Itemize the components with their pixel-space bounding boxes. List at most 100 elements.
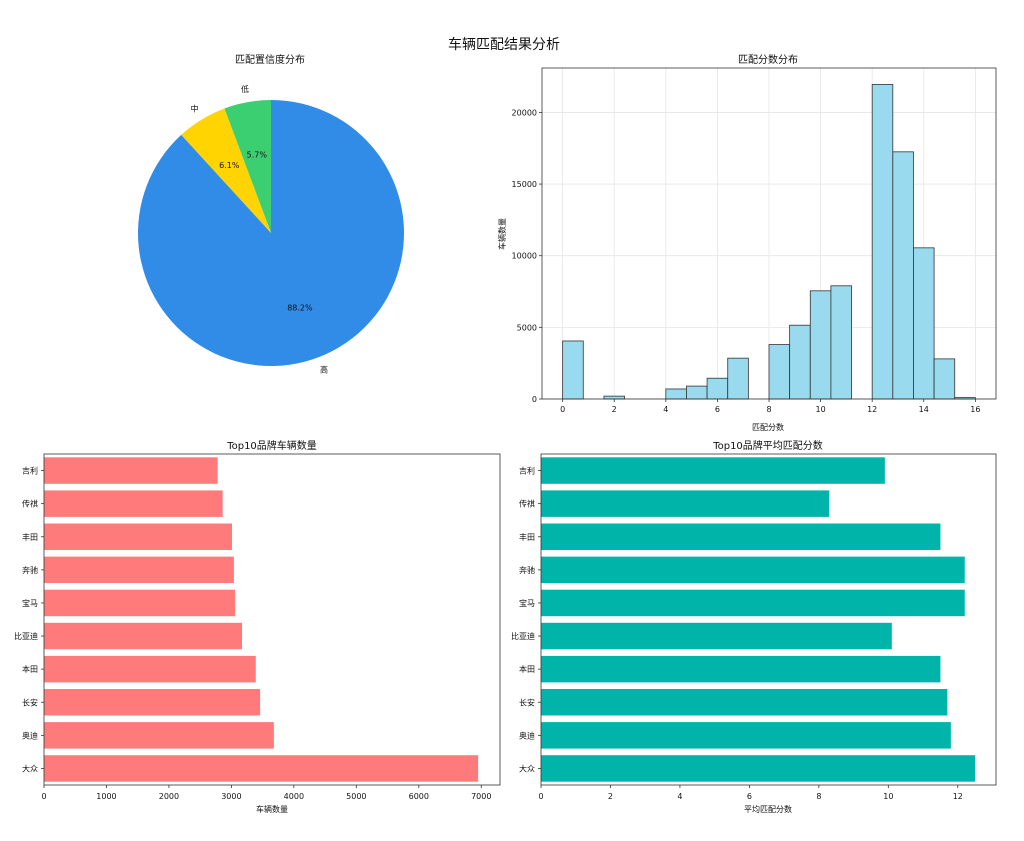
brand-count-bar [44, 689, 261, 716]
brand-score-title: Top10品牌平均匹配分数 [712, 439, 823, 452]
brand-count-category-label: 奔驰 [22, 565, 38, 575]
brand-score-xtick-label: 12 [953, 792, 963, 801]
pie-title: 匹配置信度分布 [235, 53, 305, 66]
pie-label-0: 低 [241, 84, 249, 94]
histogram-title: 匹配分数分布 [738, 53, 798, 66]
brand-count-category-label: 奥迪 [22, 730, 38, 740]
pie-slice-2 [138, 100, 405, 366]
brand-count-xtick-label: 5000 [346, 792, 366, 801]
brand-score-category-label: 本田 [519, 664, 535, 674]
brand-score-bar [541, 490, 830, 517]
brand-score-xtick-label: 10 [883, 792, 893, 801]
brand-score-bar [541, 755, 976, 782]
histogram-ytick-label: 10000 [512, 252, 537, 261]
brand-score-category-label: 宝马 [519, 598, 535, 608]
brand-score-bar [541, 523, 941, 550]
histogram-bar [871, 84, 894, 400]
histogram-xtick-label: 0 [560, 405, 565, 414]
brand-score-bar [541, 722, 951, 749]
brand-count-bar [44, 755, 479, 782]
histogram-ytick-label: 20000 [512, 108, 537, 117]
brand-count-bar [44, 622, 243, 650]
brand-score-category-label: 奥迪 [519, 730, 535, 740]
brand-score-category-label: 吉利 [519, 466, 535, 476]
histogram-bar [768, 344, 791, 400]
brand-score-frame [540, 453, 997, 786]
brand-count-category-label: 宝马 [22, 598, 38, 608]
histogram-bar [933, 358, 956, 400]
brand-score-bar [541, 556, 965, 584]
brand-count-bar [44, 523, 233, 550]
brand-score-category-label: 比亚迪 [511, 631, 535, 641]
histogram-ytick-label: 0 [532, 395, 537, 404]
brand-count-category-label: 本田 [22, 664, 38, 674]
confidence-pie-chart: 匹配置信度分布 低 5.7% 中 6.1% 高 88.2% [138, 53, 405, 374]
brand-score-xtick-label: 0 [538, 792, 543, 801]
brand-count-category-label: 长安 [22, 697, 38, 707]
brand-count-bar [44, 722, 274, 749]
brand-score-category-label: 奔驰 [519, 565, 535, 575]
histogram-bar [562, 340, 584, 400]
histogram-xtick-label: 4 [663, 405, 668, 414]
brand-count-category-label: 丰田 [22, 532, 38, 542]
brand-score-category-label: 大众 [519, 763, 535, 773]
pie-percent-1: 6.1% [219, 161, 240, 170]
brand-score-chart: Top10品牌平均匹配分数 平均匹配分数 大众 奥迪 长安 本田 比亚迪 宝马 奔驰 丰田 传祺… [511, 439, 997, 814]
brand-score-xlabel: 平均匹配分数 [744, 804, 792, 814]
histogram-bar [913, 247, 935, 400]
brand-score-bar [541, 457, 885, 484]
histogram-bar [830, 285, 852, 400]
histogram-xtick-label: 12 [867, 405, 877, 414]
brand-score-xtick-label: 4 [677, 792, 682, 801]
brand-count-bar [44, 457, 218, 484]
score-histogram: 匹配分数分布 匹配分数 车辆数量 0 2 4 6 8 10 12 14 16 0 5000 10000… [497, 53, 997, 432]
brand-count-xtick-label: 7000 [471, 792, 491, 801]
brand-score-xtick-label: 6 [747, 792, 752, 801]
brand-count-category-label: 大众 [22, 763, 38, 773]
histogram-xtick-label: 14 [919, 405, 929, 414]
brand-count-bar [44, 589, 236, 617]
pie-percent-0: 5.7% [247, 150, 268, 159]
brand-count-xtick-label: 1000 [96, 792, 116, 801]
brand-count-xlabel: 车辆数量 [256, 804, 288, 814]
brand-score-xtick-label: 2 [608, 792, 613, 801]
brand-score-xtick-label: 8 [816, 792, 821, 801]
histogram-bar [706, 377, 729, 400]
pie-label-1: 中 [191, 103, 199, 113]
histogram-ylabel: 车辆数量 [497, 218, 507, 250]
histogram-bar [665, 388, 687, 400]
histogram-xtick-label: 6 [715, 405, 720, 414]
histogram-xtick-label: 8 [766, 405, 771, 414]
pie-slice-1 [181, 108, 271, 233]
brand-count-title: Top10品牌车辆数量 [226, 439, 317, 452]
pie-percent-2: 88.2% [287, 303, 313, 312]
brand-count-category-label: 比亚迪 [14, 631, 38, 641]
brand-score-category-label: 传祺 [519, 499, 535, 509]
histogram-ytick-label: 5000 [517, 323, 537, 332]
histogram-bar [603, 395, 625, 400]
histogram-bar [892, 151, 914, 400]
brand-count-chart: Top10品牌车辆数量 车辆数量 大众 奥迪 长安 本田 比亚迪 宝马 奔驰 丰田 传祺 吉利 0 1… [14, 439, 501, 814]
brand-score-bar [541, 689, 948, 716]
brand-count-frame [43, 453, 501, 786]
brand-score-category-label: 丰田 [519, 532, 535, 542]
brand-count-xtick-label: 6000 [409, 792, 429, 801]
brand-score-bar [541, 589, 965, 617]
histogram-bar [789, 324, 811, 400]
brand-count-bar [44, 655, 256, 683]
brand-count-xtick-label: 4000 [284, 792, 304, 801]
brand-count-category-label: 吉利 [22, 466, 38, 476]
histogram-bar [686, 385, 708, 400]
brand-count-bar [44, 490, 223, 517]
brand-count-xtick-label: 3000 [221, 792, 241, 801]
suptitle: 车辆匹配结果分析 [448, 36, 560, 53]
brand-count-category-label: 传祺 [22, 499, 38, 509]
histogram-xtick-label: 2 [612, 405, 617, 414]
histogram-xtick-label: 10 [815, 405, 825, 414]
brand-count-xtick-label: 2000 [159, 792, 179, 801]
histogram-bar [809, 290, 832, 400]
brand-score-category-label: 长安 [519, 697, 535, 707]
brand-count-xtick-label: 0 [41, 792, 46, 801]
pie-label-2: 高 [320, 364, 328, 374]
